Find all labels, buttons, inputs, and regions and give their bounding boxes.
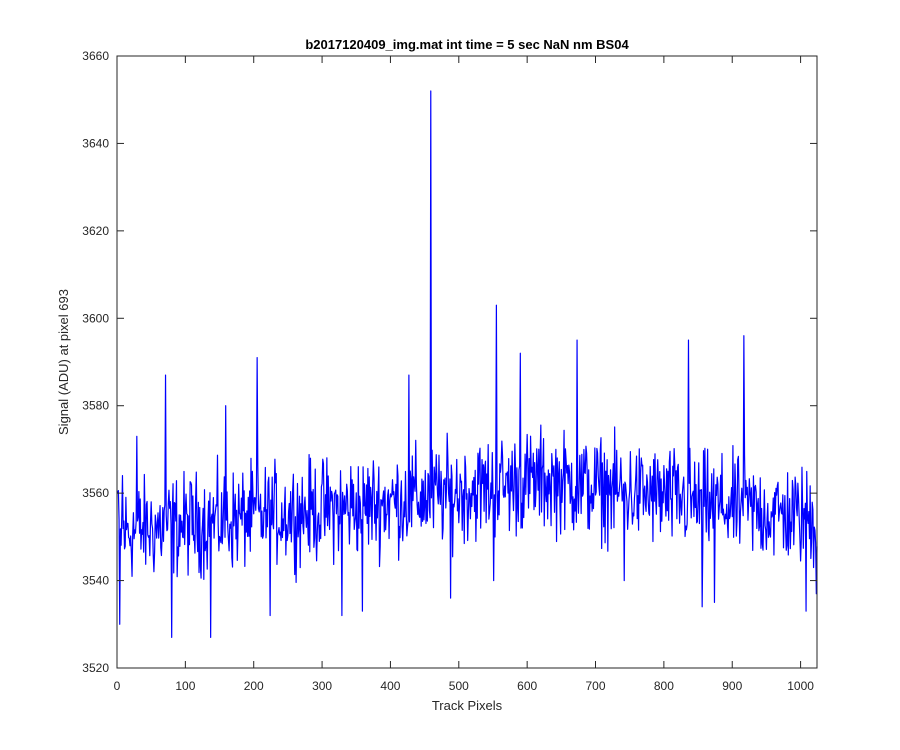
y-tick-label: 3540 xyxy=(82,574,109,588)
y-tick-label: 3660 xyxy=(82,49,109,63)
x-tick-label: 500 xyxy=(449,679,469,693)
x-axis-label: Track Pixels xyxy=(432,698,503,713)
y-tick-label: 3520 xyxy=(82,661,109,675)
x-tick-label: 700 xyxy=(586,679,606,693)
y-tick-label: 3560 xyxy=(82,486,109,500)
y-tick-label: 3600 xyxy=(82,311,109,325)
y-axis-ticks: 3520 3540 3560 3580 3600 3620 3640 3660 xyxy=(82,49,817,675)
x-tick-label: 0 xyxy=(114,679,121,693)
y-tick-label: 3580 xyxy=(82,399,109,413)
x-tick-label: 300 xyxy=(312,679,332,693)
y-tick-label: 3620 xyxy=(82,224,109,238)
x-tick-label: 800 xyxy=(654,679,674,693)
series-layer xyxy=(117,90,818,638)
x-tick-label: 1000 xyxy=(787,679,814,693)
plot-area xyxy=(117,56,817,668)
x-tick-label: 900 xyxy=(722,679,742,693)
x-tick-label: 200 xyxy=(244,679,264,693)
x-tick-label: 400 xyxy=(380,679,400,693)
chart-title: b2017120409_img.mat int time = 5 sec NaN… xyxy=(305,37,629,52)
y-axis-label: Signal (ADU) at pixel 693 xyxy=(56,289,71,435)
series-line xyxy=(117,90,818,638)
x-tick-label: 600 xyxy=(517,679,537,693)
y-tick-label: 3640 xyxy=(82,136,109,150)
x-tick-label: 100 xyxy=(175,679,195,693)
x-axis-ticks: 0 100 200 300 400 500 600 700 800 900 1000 xyxy=(114,56,814,693)
axes-box xyxy=(116,55,818,669)
